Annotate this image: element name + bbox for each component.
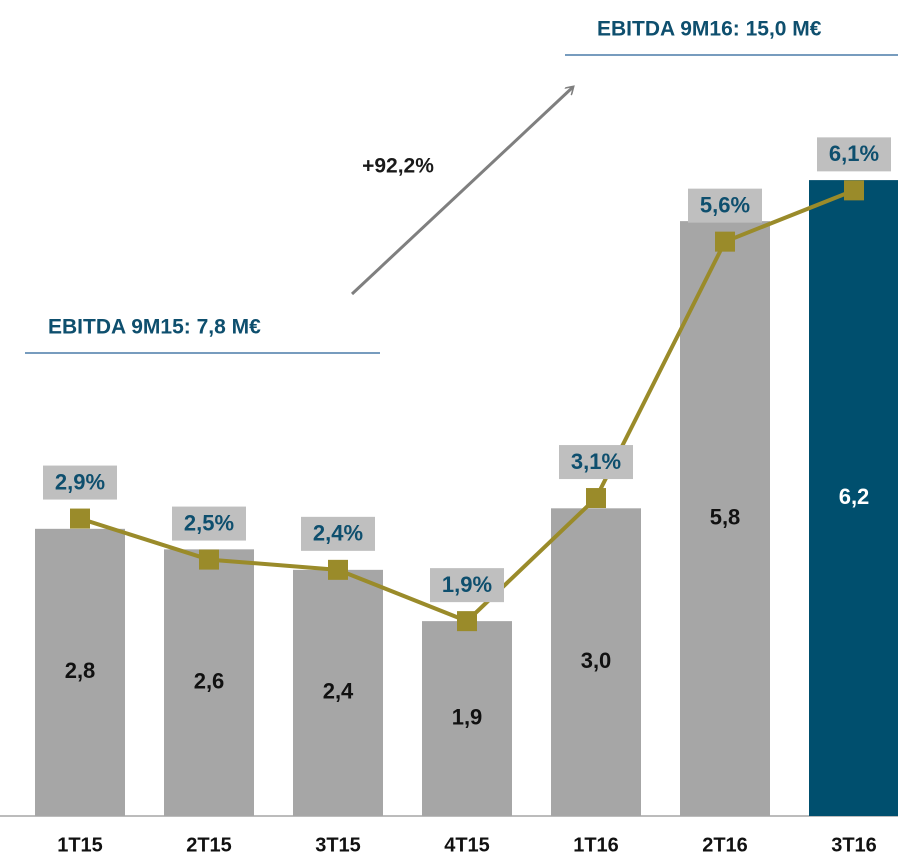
bar-value-label: 2,8: [65, 658, 96, 683]
line-value-label: 3,1%: [571, 449, 621, 474]
line-value-label: 2,9%: [55, 469, 105, 494]
line-marker: [328, 559, 348, 580]
bar: [164, 549, 254, 816]
line-marker: [457, 611, 477, 632]
line-value-label: 1,9%: [442, 572, 492, 597]
bar: [680, 221, 770, 817]
label-box: [817, 137, 891, 172]
label-box: [43, 465, 117, 500]
line-marker: [715, 231, 735, 252]
bar-value-label: 5,8: [710, 504, 741, 529]
line-marker: [586, 488, 606, 509]
bar-value-label: 6,2: [839, 484, 870, 509]
bar: [809, 180, 898, 817]
bar-value-label: 2,4: [323, 679, 354, 704]
growth-label: +92,2%: [362, 155, 434, 178]
annotation: EBITDA 9M15: 7,8 M€: [48, 316, 261, 339]
bar-value-label: 3,0: [581, 648, 612, 673]
label-box: [301, 516, 375, 551]
line-marker: [844, 180, 864, 201]
line-marker: [199, 549, 219, 570]
label-box: [172, 506, 246, 541]
bar: [422, 621, 512, 816]
bar-value-label: 1,9: [452, 704, 483, 729]
x-tick-label: 3T16: [831, 834, 877, 856]
label-box: [559, 445, 633, 480]
growth-arrow: [350, 87, 573, 296]
line-value-label: 2,5%: [184, 510, 234, 535]
bar: [551, 508, 641, 816]
x-tick-label: 2T16: [702, 834, 748, 856]
label-box: [430, 568, 504, 603]
line-value-label: 6,1%: [829, 141, 879, 166]
line-value-label: 2,4%: [313, 521, 363, 546]
x-tick-label: 1T16: [573, 834, 619, 856]
label-box: [688, 188, 762, 223]
line-value-label: 5,6%: [700, 192, 750, 217]
bar: [35, 528, 125, 816]
x-tick-label: 3T15: [315, 834, 361, 856]
x-tick-label: 1T15: [57, 834, 103, 856]
x-tick-label: 4T15: [444, 834, 490, 856]
annotation: EBITDA 9M16: 15,0 M€: [597, 18, 822, 41]
bar: [293, 569, 383, 816]
bar-value-label: 2,6: [194, 668, 225, 693]
x-tick-label: 2T15: [186, 834, 232, 856]
line-marker: [70, 508, 90, 529]
